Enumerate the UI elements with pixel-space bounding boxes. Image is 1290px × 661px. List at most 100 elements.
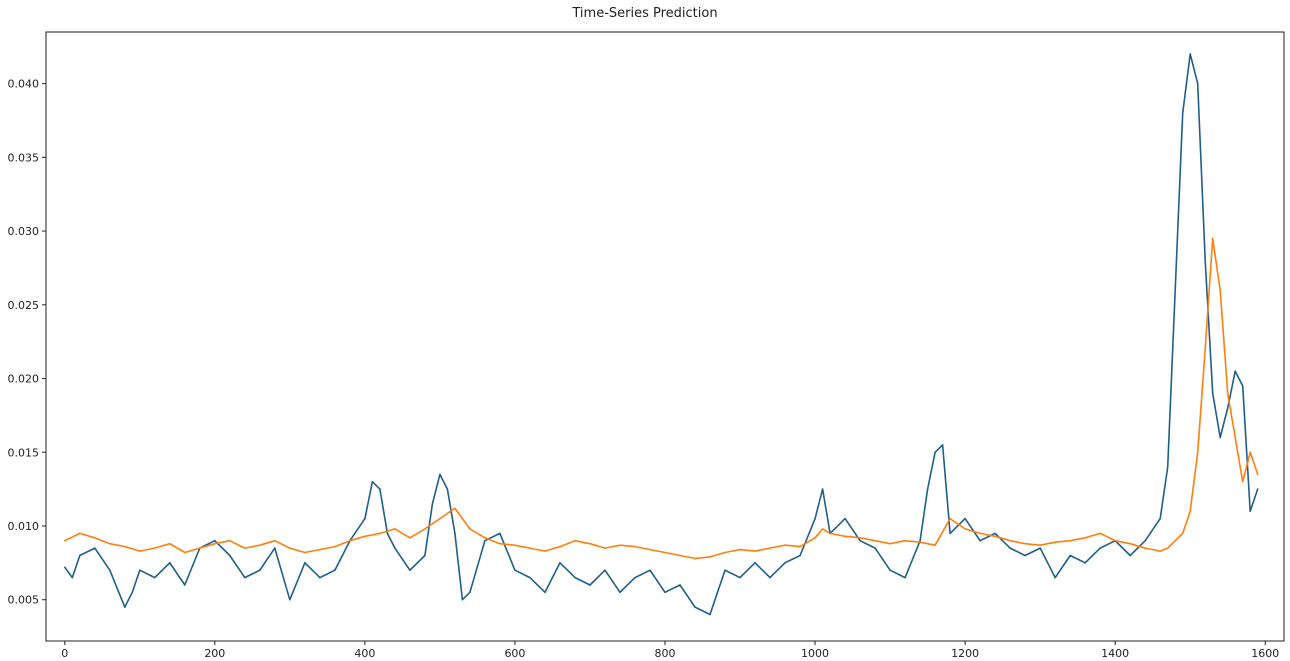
series-2-point	[1009, 539, 1011, 542]
y-tick-label: 0.015	[8, 446, 40, 459]
series-1-point	[1099, 547, 1101, 549]
series-1-point	[926, 488, 929, 490]
series-1-point	[64, 566, 66, 569]
series-1-point	[574, 576, 576, 579]
series-1-point	[1234, 370, 1236, 373]
series-2-point	[1174, 539, 1176, 542]
series-1-point	[1219, 436, 1221, 439]
series-1-point	[649, 569, 651, 571]
series-2-point	[514, 544, 516, 546]
series-2-point	[1084, 537, 1086, 539]
series-layer	[64, 53, 1259, 616]
series-1-point	[1144, 539, 1146, 542]
series-2-point	[1181, 532, 1184, 535]
x-tick-label: 1600	[1251, 647, 1279, 660]
series-2-point	[979, 532, 981, 535]
series-2-point	[79, 532, 81, 535]
series-1-point	[214, 539, 216, 542]
series-2-point	[1054, 541, 1056, 543]
series-2-point	[889, 542, 891, 545]
series-1-line	[64, 53, 1259, 616]
series-1-point	[604, 569, 606, 571]
series-1-point	[289, 598, 291, 601]
series-2-point	[461, 517, 464, 520]
series-1-point	[1226, 407, 1229, 409]
series-1-point	[904, 576, 906, 579]
series-1-point	[1204, 259, 1206, 262]
series-2-point	[709, 556, 711, 558]
series-1-point	[439, 473, 441, 476]
series-2-point	[859, 537, 861, 539]
series-2-point	[1196, 451, 1199, 454]
series-2-point	[574, 539, 576, 542]
series-1-point	[754, 562, 756, 564]
series-2-point	[1039, 544, 1041, 546]
series-1-point	[1249, 510, 1251, 512]
series-1-point	[934, 451, 936, 454]
series-1-point	[334, 569, 336, 571]
series-2-point	[544, 550, 546, 552]
series-2-point	[229, 539, 231, 542]
series-2-point	[259, 544, 261, 546]
series-1-point	[124, 606, 126, 608]
series-2-point	[694, 557, 696, 560]
series-1-point	[821, 488, 824, 490]
series-1-point	[784, 562, 786, 564]
series-2-point	[769, 547, 771, 549]
y-tick-label: 0.005	[8, 594, 40, 607]
series-1-point	[1181, 112, 1184, 114]
series-1-point	[1039, 547, 1041, 549]
series-2-point	[559, 545, 561, 548]
series-2-point	[949, 517, 951, 520]
series-2-point	[679, 554, 681, 557]
x-tick-label: 200	[204, 647, 225, 660]
series-2-point	[1256, 473, 1259, 476]
series-2-point	[1241, 480, 1244, 483]
series-1-point	[1256, 488, 1259, 490]
series-2-point	[379, 532, 381, 535]
series-1-point	[169, 562, 171, 564]
series-1-point	[274, 547, 276, 549]
series-2-point	[874, 539, 876, 542]
series-2-point	[754, 550, 756, 552]
series-2-point	[154, 547, 156, 549]
series-1-point	[386, 532, 389, 535]
series-1-point	[694, 606, 696, 608]
series-1-point	[994, 532, 996, 535]
series-1-point	[844, 517, 846, 520]
series-1-point	[1024, 554, 1026, 557]
series-2-point	[364, 535, 366, 538]
series-1-point	[364, 517, 366, 520]
series-2-point	[1129, 542, 1131, 545]
series-2-point	[1166, 547, 1169, 549]
series-1-point	[889, 569, 891, 571]
series-2-point	[1234, 436, 1236, 439]
series-1-point	[724, 569, 726, 571]
x-tick-label: 400	[354, 647, 375, 660]
series-2-group	[64, 237, 1259, 560]
series-1-point	[941, 444, 944, 446]
series-1-point	[244, 576, 246, 579]
series-2-point	[289, 547, 291, 549]
series-1-point	[979, 539, 981, 542]
series-1-point	[379, 488, 381, 490]
series-2-point	[724, 551, 726, 554]
series-2-point	[169, 542, 171, 545]
series-1-point	[709, 613, 711, 616]
y-tick-label: 0.035	[8, 151, 40, 164]
series-2-point	[244, 547, 246, 549]
series-2-point	[784, 544, 786, 546]
series-2-point	[604, 547, 606, 549]
series-1-point	[949, 532, 951, 535]
y-axis: 0.005 0.010 0.015 0.020 0.025 0.030 0.035 0.040	[8, 78, 46, 607]
y-tick-label: 0.020	[8, 373, 40, 386]
series-1-point	[94, 547, 96, 549]
series-1-point	[1174, 289, 1176, 291]
y-tick-label: 0.025	[8, 299, 40, 312]
series-2-point	[409, 537, 411, 539]
series-2-point	[829, 532, 831, 535]
series-1-point	[1166, 466, 1169, 468]
series-1-point	[619, 591, 621, 594]
series-2-point	[349, 539, 351, 542]
